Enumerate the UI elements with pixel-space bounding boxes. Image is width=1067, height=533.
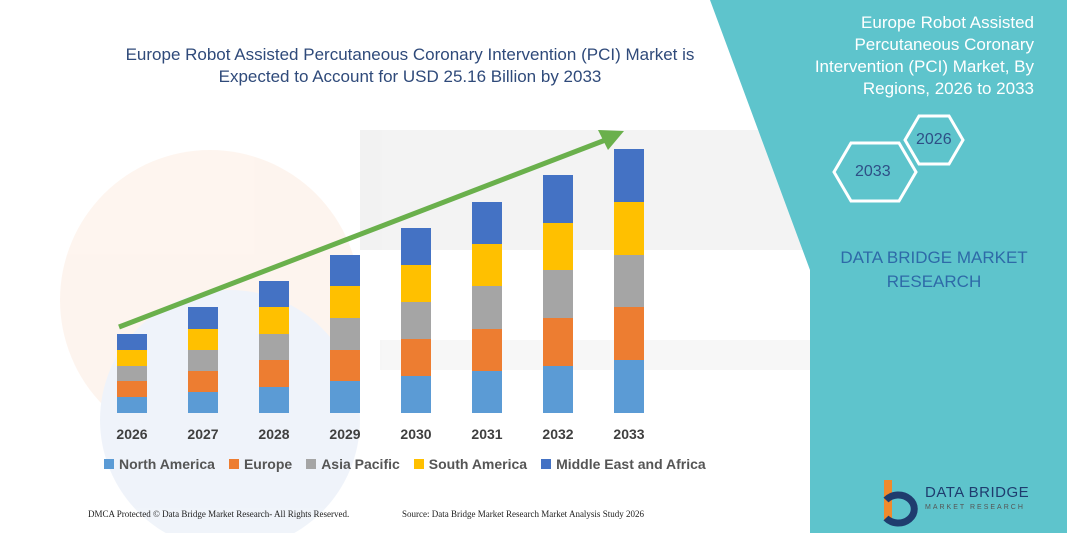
footer-source: Source: Data Bridge Market Research Mark… xyxy=(402,509,644,519)
bar-2031-south-america xyxy=(472,244,502,286)
bar-2026-middle-east-and-africa xyxy=(117,334,147,350)
bar-2027-middle-east-and-africa xyxy=(188,307,218,329)
side-panel xyxy=(710,0,1067,533)
bar-2026-south-america xyxy=(117,350,147,366)
logo-tagline: MARKET RESEARCH xyxy=(925,504,1025,511)
bar-2033-middle-east-and-africa xyxy=(614,149,644,202)
bar-2028-europe xyxy=(259,360,289,387)
bar-2027-south-america xyxy=(188,329,218,350)
legend-swatch xyxy=(413,459,424,469)
legend-item: Middle East and Africa xyxy=(541,456,706,472)
bar-2032-asia-pacific xyxy=(543,270,573,318)
bar-2029-south-america xyxy=(330,286,360,318)
bar-2029-middle-east-and-africa xyxy=(330,255,360,286)
bar-2028-north-america xyxy=(259,387,289,413)
bar-2032-north-america xyxy=(543,366,573,413)
bar-2028-middle-east-and-africa xyxy=(259,281,289,307)
x-tick-label: 2028 xyxy=(258,426,289,442)
legend-swatch xyxy=(104,459,114,469)
bar-2029-europe xyxy=(330,350,360,381)
bar-2032-south-america xyxy=(543,223,573,270)
bar-2031-europe xyxy=(472,329,502,371)
x-tick-label: 2032 xyxy=(542,426,573,442)
bar-2030-asia-pacific xyxy=(401,302,431,339)
legend-swatch xyxy=(228,459,239,469)
legend-item: North America xyxy=(104,456,215,472)
bar-2030-europe xyxy=(401,339,431,376)
bar-2027-asia-pacific xyxy=(188,350,218,371)
bar-2026-north-america xyxy=(117,397,147,413)
x-tick-label: 2027 xyxy=(187,426,218,442)
bar-2030-south-america xyxy=(401,265,431,302)
legend-swatch xyxy=(541,459,552,469)
legend-label: North America xyxy=(119,456,215,472)
legend-label: Asia Pacific xyxy=(321,456,400,472)
hex-start-label: 2026 xyxy=(916,131,952,148)
x-axis-labels: 2026 2027 2028 2029 2030 2031 2032 2033 xyxy=(116,426,644,442)
brand-line-1: DATA BRIDGE MARKET xyxy=(840,248,1028,267)
hexagon-end xyxy=(832,141,918,203)
brand-line-2: RESEARCH xyxy=(886,272,982,291)
hex-end-label: 2033 xyxy=(855,163,891,180)
bar-2026-asia-pacific xyxy=(117,366,147,381)
bar-2032-europe xyxy=(543,318,573,366)
bar-2033-europe xyxy=(614,307,644,360)
x-tick-label: 2033 xyxy=(613,426,644,442)
legend-swatch xyxy=(306,459,317,469)
logo-name: DATA BRIDGE xyxy=(925,484,1030,501)
bar-2030-north-america xyxy=(401,376,431,413)
legend-item: South America xyxy=(413,456,528,472)
bar-2033-south-america xyxy=(614,202,644,255)
bar-2033-asia-pacific xyxy=(614,255,644,307)
bar-2031-asia-pacific xyxy=(472,286,502,329)
bar-2028-asia-pacific xyxy=(259,334,289,360)
bar-2031-middle-east-and-africa xyxy=(472,202,502,244)
legend-label: Europe xyxy=(243,456,293,472)
bar-2028-south-america xyxy=(259,307,289,334)
legend-item: Europe xyxy=(228,456,293,472)
x-tick-label: 2026 xyxy=(116,426,147,442)
legend: North America Europe Asia Pacific South Ame… xyxy=(104,456,706,472)
bar-2030-middle-east-and-africa xyxy=(401,228,431,265)
hexagon-start xyxy=(903,114,965,166)
data-bridge-logo-icon xyxy=(883,480,918,527)
bar-group xyxy=(117,149,644,413)
chart-title: Europe Robot Assisted Percutaneous Coron… xyxy=(125,45,695,86)
bar-2026-europe xyxy=(117,381,147,397)
side-panel-title: Europe Robot Assisted Percutaneous Coron… xyxy=(814,13,1034,98)
x-tick-label: 2029 xyxy=(329,426,360,442)
x-tick-label: 2031 xyxy=(471,426,502,442)
footer-copyright: DMCA Protected © Data Bridge Market Rese… xyxy=(88,509,350,519)
legend-item: Asia Pacific xyxy=(306,456,400,472)
legend-label: South America xyxy=(428,456,528,472)
legend-label: Middle East and Africa xyxy=(556,456,706,472)
x-tick-label: 2030 xyxy=(400,426,431,442)
bar-2033-north-america xyxy=(614,360,644,413)
brand-text: DATA BRIDGE MARKET RESEARCH xyxy=(826,246,1042,294)
bar-2032-middle-east-and-africa xyxy=(543,175,573,223)
bar-2027-europe xyxy=(188,371,218,392)
trend-arrow-icon xyxy=(118,130,624,330)
bar-2029-asia-pacific xyxy=(330,318,360,350)
bar-2029-north-america xyxy=(330,381,360,413)
bar-2031-north-america xyxy=(472,371,502,413)
bar-2027-north-america xyxy=(188,392,218,413)
